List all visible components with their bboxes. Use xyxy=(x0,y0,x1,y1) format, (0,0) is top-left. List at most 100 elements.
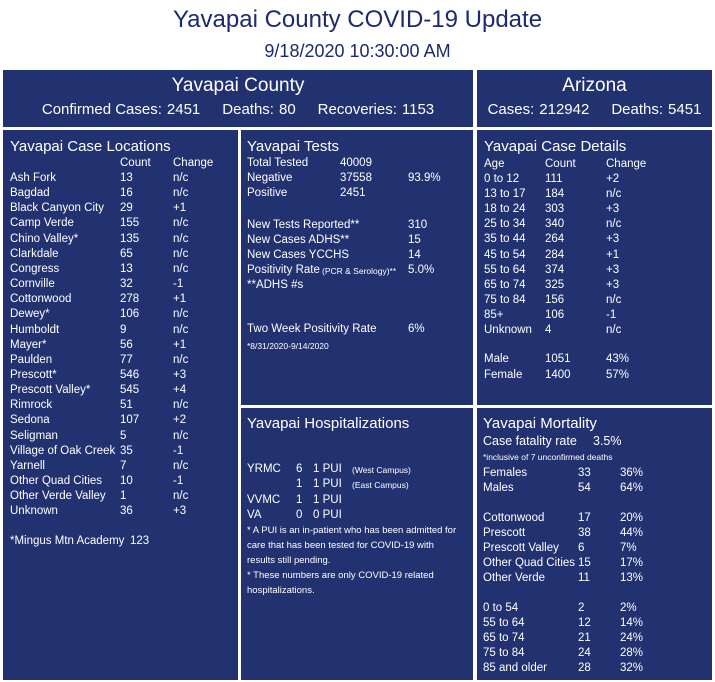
test-cell: 14 xyxy=(408,249,421,261)
location-cell: +3 xyxy=(173,505,187,518)
location-cell: 546 xyxy=(120,368,140,381)
stat: Deaths: 5451 xyxy=(611,101,701,118)
mortality-cell: 15 xyxy=(578,557,591,569)
mortality-cell: 21 xyxy=(578,632,591,644)
hospital-site: YRMC xyxy=(247,463,281,475)
location-cell: +3 xyxy=(173,368,187,381)
age-cell: +2 xyxy=(606,173,620,185)
panel-title: Yavapai Tests xyxy=(247,138,339,155)
page-title: Yavapai County COVID-19 Update xyxy=(172,6,543,33)
age-cell: 13 to 17 xyxy=(484,188,526,201)
mortality-cell: 28 xyxy=(578,662,591,674)
location-cell: 36 xyxy=(120,505,133,518)
hospital-site: VA xyxy=(247,508,262,521)
location-cell: n/c xyxy=(173,187,189,200)
note: 123 xyxy=(130,535,150,547)
location-cell: -1 xyxy=(173,444,184,457)
age-cell: 284 xyxy=(545,248,565,261)
location-cell: Cottonwood xyxy=(10,293,72,306)
stat-value: 1153 xyxy=(401,101,435,118)
location-cell: 5 xyxy=(120,429,127,442)
arizona-panel xyxy=(477,70,712,127)
age-cell: 65 to 74 xyxy=(484,278,526,291)
mortality-cell: 55 to 64 xyxy=(483,617,525,629)
location-cell: +1 xyxy=(173,338,187,351)
locations-panel xyxy=(3,130,238,680)
mortality-cell: 38 xyxy=(578,527,591,539)
location-cell: -1 xyxy=(173,475,184,487)
location-cell: Bagdad xyxy=(10,187,50,200)
sex-cell: 1400 xyxy=(545,369,571,381)
test-value: 6% xyxy=(408,323,425,335)
test-cell: 37558 xyxy=(340,172,372,184)
mortality-cell: 7% xyxy=(620,542,637,554)
mortality-cell: 24% xyxy=(620,632,644,644)
stat-value: 2451 xyxy=(166,101,201,118)
footnote: *8/31/2020-9/14/2020 xyxy=(247,341,329,351)
age-cell: 18 to 24 xyxy=(484,203,526,216)
age-cell: +3 xyxy=(606,263,620,276)
age-cell: +3 xyxy=(606,233,620,246)
location-cell: n/c xyxy=(173,217,189,230)
test-cell: New Cases YCCHS xyxy=(247,249,350,261)
mortality-cell: Prescott xyxy=(483,527,526,539)
test-cell: New Cases ADHS** xyxy=(247,234,350,246)
hospital-pui: 1 PUI xyxy=(313,463,342,475)
mortality-cell: Prescott Valley xyxy=(483,542,559,554)
age-cell: +3 xyxy=(606,203,620,216)
sex-cell: 1051 xyxy=(545,353,571,365)
age-cell: 25 to 34 xyxy=(484,218,526,231)
age-cell: 35 to 44 xyxy=(484,233,526,246)
tests-panel xyxy=(241,130,473,405)
location-cell: 13 xyxy=(120,262,133,275)
location-cell: 35 xyxy=(120,444,133,457)
mortality-cell: Other Verde xyxy=(483,572,546,584)
stat: Confirmed Cases: 2451 xyxy=(42,101,200,118)
location-cell: n/c xyxy=(173,490,189,503)
cfr-value: 3.5% xyxy=(593,434,622,448)
age-cell: n/c xyxy=(606,188,622,201)
mortality-cell: 65 to 74 xyxy=(483,632,525,644)
test-label: Positivity Rate xyxy=(247,264,320,276)
location-cell: 65 xyxy=(120,247,133,260)
location-cell: 56 xyxy=(120,338,133,351)
age-cell: 4 xyxy=(545,324,552,336)
mortality-cell: 32% xyxy=(620,662,644,674)
location-cell: Village of Oak Creek xyxy=(10,444,116,457)
age-cell: 106 xyxy=(545,308,565,321)
location-cell: n/c xyxy=(173,459,189,472)
location-cell: +1 xyxy=(173,293,187,306)
location-cell: 32 xyxy=(120,278,133,291)
mortality-cell: 12 xyxy=(578,617,591,629)
hospital-note: * These numbers are only COVID-19 relate… xyxy=(247,570,434,596)
location-cell: n/c xyxy=(173,172,189,184)
location-cell: +4 xyxy=(173,384,187,397)
stat-label: Deaths: xyxy=(611,101,664,118)
location-cell: n/c xyxy=(173,262,189,275)
column-header: Change xyxy=(173,157,214,169)
test-label: Two Week Positivity Rate xyxy=(247,323,377,335)
location-cell: +1 xyxy=(173,202,187,215)
location-cell: Chino Valley* xyxy=(10,232,79,245)
age-cell: 85+ xyxy=(484,308,504,321)
location-cell: n/c xyxy=(173,323,189,336)
age-cell: +1 xyxy=(606,248,620,261)
location-cell: 13 xyxy=(120,172,133,184)
location-cell: Paulden xyxy=(10,353,53,366)
column-header: Change xyxy=(606,158,647,170)
mortality-cell: 36% xyxy=(620,467,644,479)
location-cell: 51 xyxy=(120,399,133,412)
location-cell: n/c xyxy=(173,308,189,321)
mortality-cell: Other Quad Cities xyxy=(483,557,576,569)
location-cell: n/c xyxy=(173,247,189,260)
location-cell: 545 xyxy=(120,384,140,397)
column-header: Age xyxy=(484,158,505,170)
location-cell: Clarkdale xyxy=(10,247,59,260)
age-cell: Unknown xyxy=(484,324,532,336)
mortality-cell: 54 xyxy=(578,482,591,494)
county-panel xyxy=(3,70,473,127)
mortality-cell: 17% xyxy=(620,557,644,569)
mortality-cell: 17 xyxy=(578,512,591,524)
location-cell: Dewey* xyxy=(10,308,50,321)
